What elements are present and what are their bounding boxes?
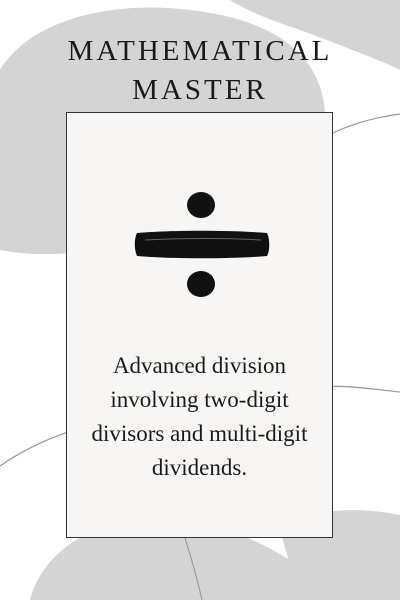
top-right-blob	[230, 0, 400, 70]
title-line-2: MASTER	[132, 74, 268, 106]
title-line-1: MATHEMATICAL	[67, 35, 333, 67]
curve-line-bottom	[184, 537, 203, 600]
bottom-blob	[30, 519, 380, 600]
card-description: Advanced division involving two-digit di…	[91, 353, 308, 480]
curve-line-left	[0, 431, 69, 467]
division-sign-icon	[134, 192, 270, 297]
content-card: Advanced division involving two-digit di…	[66, 112, 333, 538]
